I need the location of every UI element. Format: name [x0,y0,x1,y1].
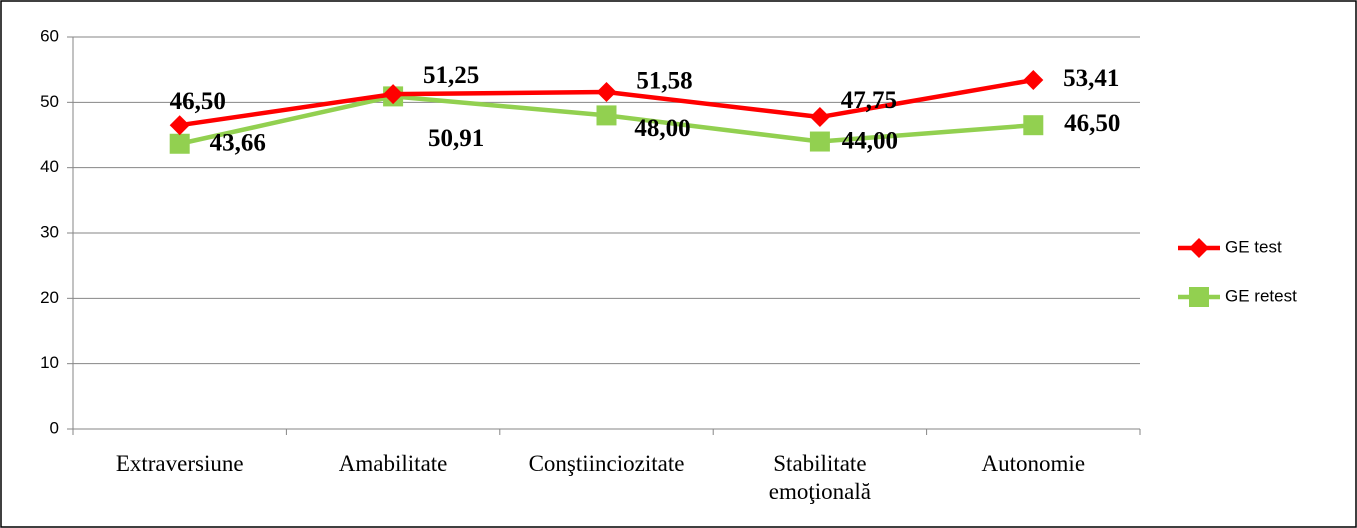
marker [1023,115,1044,136]
value-label: 48,00 [634,115,690,142]
marker [1189,238,1209,258]
x-tick-label-line: Stabilitate [773,451,866,476]
x-tick-label: Amabilitate [339,451,448,476]
value-label: 50,91 [428,125,484,152]
y-tick-label: 30 [40,222,59,241]
marker [383,84,404,105]
y-tick-label: 60 [40,26,59,45]
x-tick-label: Conştiinciozitate [529,451,685,476]
y-tick-label: 10 [40,353,59,372]
x-tick-label: Autonomie [982,451,1086,476]
value-label: 47,75 [841,87,897,114]
value-label: 46,50 [1064,110,1120,137]
y-tick-label: 0 [50,418,59,437]
value-label: 51,58 [636,68,692,95]
x-tick-label: Extraversiune [116,451,244,476]
x-tick-label: Stabilitate emoţională [769,451,871,504]
value-label: 53,41 [1063,65,1119,92]
legend-label: GE retest [1225,286,1297,305]
value-label: 43,66 [210,129,266,156]
marker [596,82,617,103]
marker [1189,287,1209,307]
value-label: 46,50 [170,88,226,115]
y-tick-label: 40 [40,157,59,176]
marker [809,107,830,128]
legend-label: GE test [1225,237,1282,256]
marker [809,131,830,152]
y-tick-label: 50 [40,92,59,111]
marker [169,115,190,136]
y-tick-label: 20 [40,288,59,307]
value-label: 44,00 [842,127,898,154]
marker [596,105,617,126]
marker [1023,70,1044,91]
x-tick-label-line: emoţională [769,479,871,504]
marker [169,133,190,154]
value-label: 51,25 [423,62,479,89]
